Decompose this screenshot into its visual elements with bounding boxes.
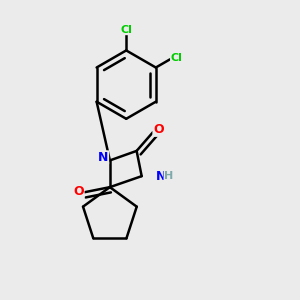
Text: N: N: [98, 151, 109, 164]
Text: N: N: [156, 170, 166, 183]
Text: Cl: Cl: [171, 53, 182, 63]
Text: O: O: [74, 185, 84, 198]
Text: Cl: Cl: [120, 25, 132, 34]
Text: H: H: [164, 171, 173, 181]
Text: O: O: [153, 123, 164, 136]
